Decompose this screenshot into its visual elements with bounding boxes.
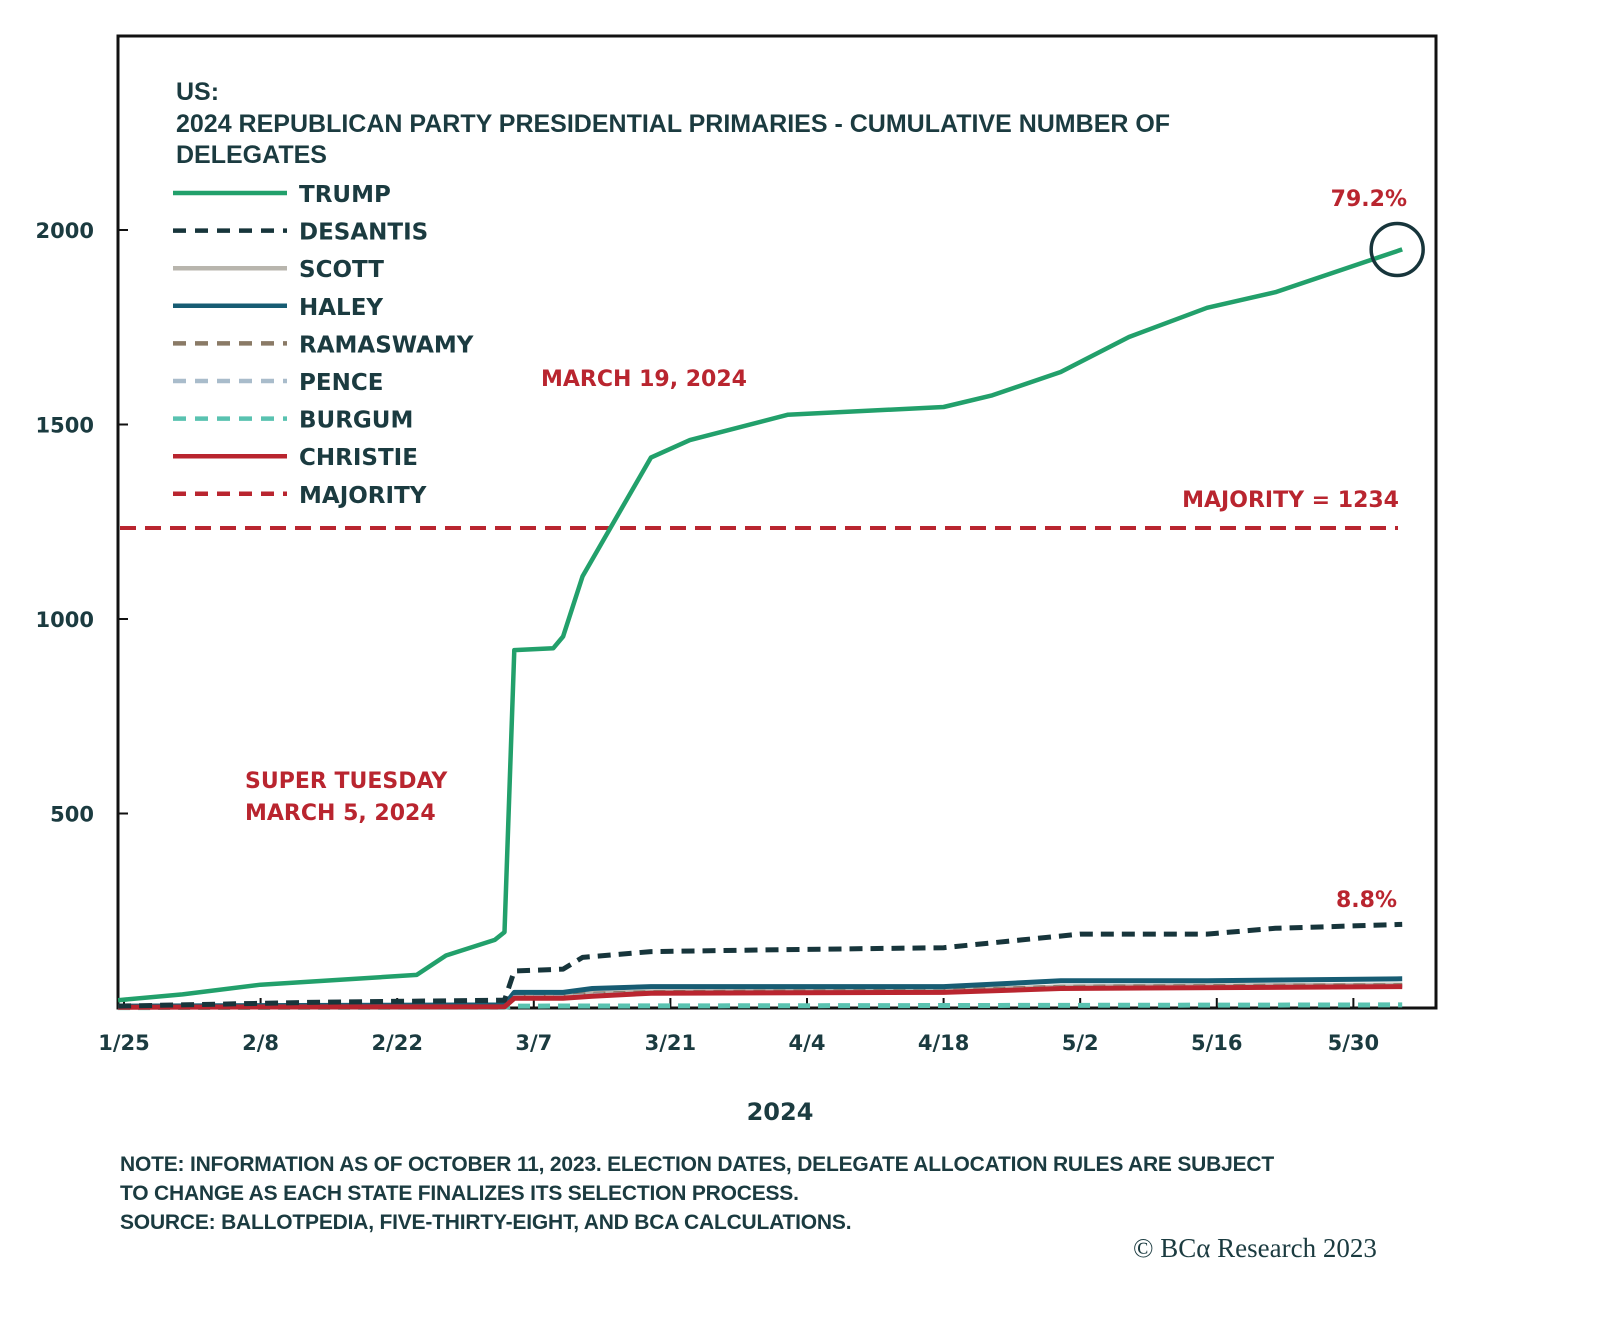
legend-label-trump: TRUMP xyxy=(299,182,391,208)
note-line: TO CHANGE AS EACH STATE FINALIZES ITS SE… xyxy=(120,1182,799,1205)
legend-label-scott: SCOTT xyxy=(299,257,384,283)
x-tick-label: 2/8 xyxy=(242,1031,279,1055)
plot-frame xyxy=(116,34,1438,1010)
x-tick-label: 5/30 xyxy=(1328,1031,1380,1055)
series-line-desantis xyxy=(118,921,1403,1009)
note-line: NOTE: INFORMATION AS OF OCTOBER 11, 2023… xyxy=(120,1153,1274,1176)
annotation-march-5: MARCH 5, 2024 xyxy=(245,801,436,826)
title-line: 2024 REPUBLICAN PARTY PRESIDENTIAL PRIMA… xyxy=(176,110,1170,138)
legend-label-majority: MAJORITY xyxy=(299,483,427,509)
x-tick-label: 5/16 xyxy=(1191,1031,1243,1055)
trump-endpoint-highlight-circle xyxy=(1369,221,1425,278)
annotation-desantis-share: 8.8% xyxy=(1336,888,1397,913)
legend-label-christie: CHRISTIE xyxy=(299,445,418,471)
y-tick-label: 2000 xyxy=(36,219,94,243)
x-axis-title: 2024 xyxy=(746,1098,814,1126)
x-tick-label: 3/21 xyxy=(645,1031,697,1055)
legend-label-pence: PENCE xyxy=(299,370,383,396)
x-tick-label: 2/22 xyxy=(371,1031,423,1055)
copyright: © BCα Research 2023 xyxy=(1133,1233,1377,1263)
source-line: SOURCE: BALLOTPEDIA, FIVE-THIRTY-EIGHT, … xyxy=(120,1211,852,1234)
annotation-majority: MAJORITY = 1234 xyxy=(1182,488,1399,513)
legend-label-desantis: DESANTIS xyxy=(299,220,428,246)
x-tick-label: 1/25 xyxy=(98,1031,150,1055)
title-line: US: xyxy=(176,78,219,106)
x-tick-label: 5/2 xyxy=(1062,1031,1099,1055)
footnote: NOTE: INFORMATION AS OF OCTOBER 11, 2023… xyxy=(120,1150,1480,1237)
legend-label-haley: HALEY xyxy=(299,295,383,321)
title-line: DELEGATES xyxy=(176,141,327,169)
legend-label-burgum: BURGUM xyxy=(299,408,413,434)
chart-title: US: 2024 REPUBLICAN PARTY PRESIDENTIAL P… xyxy=(176,78,1170,169)
series-line-trump xyxy=(117,247,1403,1003)
series-layer xyxy=(117,247,1403,1011)
x-tick-label: 4/18 xyxy=(918,1031,970,1055)
legend: TRUMP DESANTIS SCOTT HALEY RAMASWAMY PENCE BUR… xyxy=(173,182,474,509)
x-tick-label: 4/4 xyxy=(789,1031,826,1055)
annotation-trump-share: 79.2% xyxy=(1331,187,1407,212)
series-line-christie xyxy=(118,984,1403,1010)
y-tick-label: 1000 xyxy=(36,608,94,632)
annotation-super-tuesday: SUPER TUESDAY xyxy=(245,769,448,794)
x-tick-label: 3/7 xyxy=(515,1031,552,1055)
y-tick-label: 500 xyxy=(50,803,94,827)
series-line-burgum xyxy=(118,1002,1403,1011)
annotation-march-19: MARCH 19, 2024 xyxy=(541,367,747,392)
series-line-haley xyxy=(118,976,1403,1009)
x-axis: 1/25 2/8 2/22 3/7 3/21 4/4 4/18 5/2 5/16 5/30 xyxy=(98,998,1379,1055)
y-tick-label: 1500 xyxy=(36,414,94,438)
y-axis: 500 1000 1500 2000 xyxy=(36,219,128,827)
legend-label-ramaswamy: RAMASWAMY xyxy=(299,332,474,358)
